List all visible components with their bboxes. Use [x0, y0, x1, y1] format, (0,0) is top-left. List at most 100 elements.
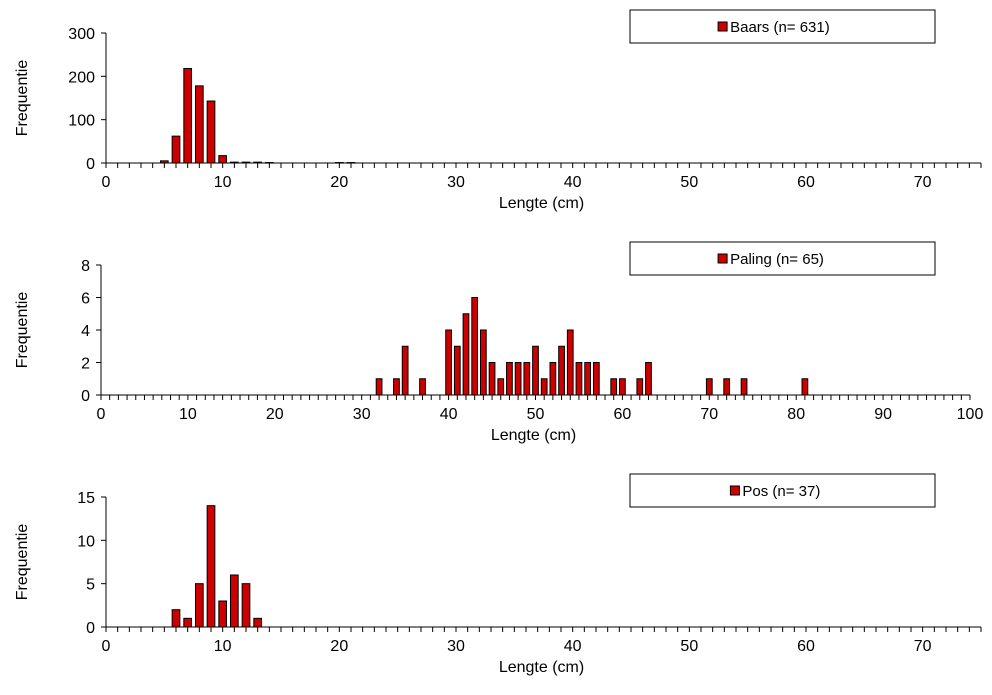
bar	[375, 378, 383, 396]
bar	[619, 378, 626, 396]
x-tick-label: 30	[447, 638, 465, 655]
x-tick-label: 60	[797, 174, 815, 191]
x-axis-title: Lengte (cm)	[491, 427, 576, 444]
y-tick-label: 5	[86, 577, 95, 594]
bar	[241, 583, 251, 628]
bar	[218, 600, 228, 628]
x-tick-label: 30	[447, 174, 465, 191]
bar	[540, 378, 548, 396]
y-tick-label: 2	[81, 356, 90, 373]
y-tick-label: 8	[81, 258, 90, 275]
x-tick-label: 90	[874, 406, 892, 423]
x-tick-label: 0	[102, 638, 111, 655]
panel-pos: 0 10 20 30 40 50 60 70 0 5 10 15 Lengte (cm) Frequent…	[14, 473, 982, 676]
bar	[610, 378, 618, 396]
bar	[523, 362, 531, 396]
legend-swatch	[729, 485, 740, 496]
bar	[514, 362, 522, 396]
bar	[645, 362, 652, 396]
legend-label: Pos (n= 37)	[742, 483, 820, 500]
x-tick-label: 60	[797, 638, 815, 655]
y-tick-label: 10	[77, 533, 95, 550]
bar	[171, 135, 181, 164]
y-tick-label: 0	[81, 388, 90, 405]
bar	[488, 362, 496, 396]
x-tick-label: 40	[564, 638, 582, 655]
bar	[575, 362, 583, 396]
y-tick-label: 6	[81, 291, 90, 308]
x-tick-label: 0	[97, 406, 106, 423]
bar	[584, 362, 592, 396]
bar	[506, 362, 513, 396]
bar	[183, 617, 193, 628]
bar	[401, 345, 409, 396]
legend-box	[629, 241, 936, 276]
y-axis-title: Frequentie	[14, 60, 31, 137]
panel-paling: 0 10 20 30 40 50 60 70 80 90 100 0 2 4 6 8 Lengte (cm) Fr…	[14, 241, 984, 444]
x-tick-label: 0	[102, 174, 111, 191]
bar	[558, 345, 565, 396]
bar	[171, 609, 181, 628]
bar	[253, 617, 263, 628]
bar	[194, 85, 204, 164]
legend-swatch	[717, 21, 728, 32]
bar	[471, 297, 479, 396]
x-tick-label: 20	[266, 406, 284, 423]
bar	[566, 329, 574, 396]
x-tick-label: 100	[957, 406, 984, 423]
x-tick-label: 40	[440, 406, 458, 423]
y-tick-label: 100	[68, 113, 95, 130]
bar	[229, 574, 239, 628]
legend-label: Paling (n= 65)	[730, 251, 824, 268]
x-tick-label: 70	[914, 638, 932, 655]
x-axis-title: Lengte (cm)	[499, 195, 584, 212]
y-tick-label: 4	[81, 323, 90, 340]
bar	[393, 378, 400, 396]
bar	[479, 329, 487, 396]
legend-label: Baars (n= 631)	[730, 19, 830, 36]
bar	[206, 100, 216, 164]
x-tick-label: 80	[787, 406, 805, 423]
bar	[592, 362, 600, 396]
bar	[453, 345, 461, 396]
x-tick-label: 30	[353, 406, 371, 423]
y-tick-label: 0	[86, 156, 95, 173]
x-tick-label: 70	[700, 406, 718, 423]
x-tick-label: 70	[914, 174, 932, 191]
x-tick-label: 50	[680, 638, 698, 655]
bar	[206, 505, 216, 628]
bar	[740, 378, 748, 396]
x-axis-title: Lengte (cm)	[499, 659, 584, 676]
legend-box	[629, 473, 936, 508]
y-axis-title: Frequentie	[14, 292, 31, 369]
x-tick-label: 10	[214, 174, 232, 191]
y-tick-label: 200	[68, 69, 95, 86]
legend-box	[629, 9, 936, 44]
y-tick-label: 15	[77, 490, 95, 507]
x-tick-label: 50	[527, 406, 545, 423]
x-tick-label: 50	[680, 174, 698, 191]
bar	[194, 583, 204, 628]
x-tick-label: 40	[564, 174, 582, 191]
x-tick-label: 10	[214, 638, 232, 655]
bar	[723, 378, 731, 396]
y-tick-label: 300	[68, 26, 95, 43]
x-tick-label: 60	[614, 406, 632, 423]
bar	[183, 68, 193, 164]
bar	[549, 362, 557, 396]
legend-swatch	[717, 253, 728, 264]
y-tick-label: 0	[86, 620, 95, 637]
bar	[636, 378, 644, 396]
x-tick-label: 20	[330, 638, 348, 655]
y-axis-title: Frequentie	[14, 524, 31, 601]
bar	[445, 329, 452, 396]
bar	[705, 378, 713, 396]
bar	[218, 155, 228, 164]
bar	[801, 378, 809, 396]
bar	[462, 313, 470, 396]
bar	[532, 345, 539, 396]
bar	[497, 378, 505, 396]
x-tick-label: 20	[330, 174, 348, 191]
x-tick-label: 10	[179, 406, 197, 423]
